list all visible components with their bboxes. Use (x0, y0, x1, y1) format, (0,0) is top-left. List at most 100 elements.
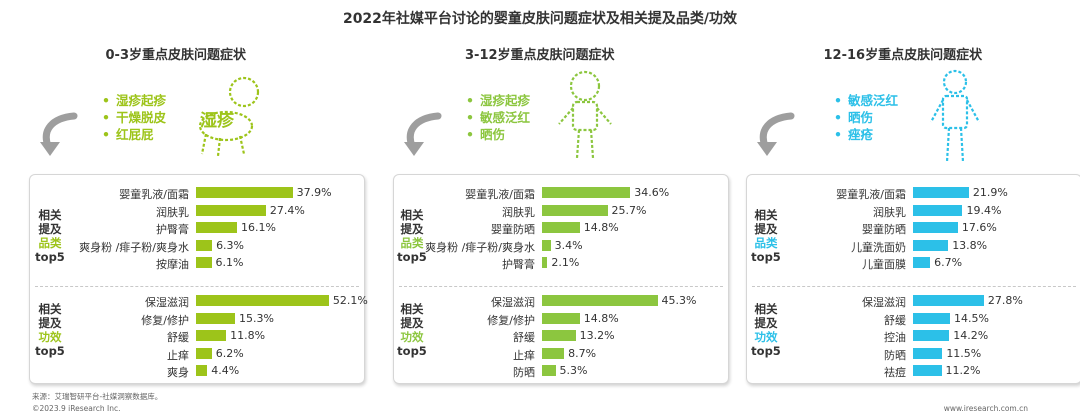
efficacy-category-label: 防晒 (513, 366, 535, 379)
product-bar (542, 222, 580, 233)
symptom-list: 湿疹起疹敏感泛红晒伤 (466, 92, 530, 143)
product-category-label: 护臀膏 (502, 258, 535, 271)
product-category-label: 润肤乳 (502, 205, 535, 219)
efficacy-side-label: 相关 提及 功效 top5 (32, 302, 68, 358)
efficacy-label-line: 功效 (754, 330, 778, 344)
product-value-label: 34.6% (634, 186, 670, 199)
product-category-label: 爽身粉 /痱子粉/爽身水 (79, 240, 189, 254)
efficacy-value-label: 11.5% (946, 346, 982, 360)
curved-arrow-icon (40, 112, 78, 156)
efficacy-category-label: 爽身 (167, 366, 189, 379)
product-value-label: 25.7% (611, 203, 647, 217)
efficacy-value-label: 8.7% (568, 346, 597, 360)
teen-figure-icon (930, 69, 980, 163)
efficacy-bar (196, 295, 329, 306)
efficacy-label-line: 相关 (38, 302, 62, 316)
section-divider (399, 286, 723, 287)
product-label-line: 相关 (754, 208, 778, 222)
product-label-line: top5 (397, 250, 427, 264)
symptom-item: 红屁屁 (102, 126, 166, 143)
efficacy-bar (196, 330, 227, 341)
copyright: ©2023.9 iResearch Inc. (32, 404, 121, 413)
kid-figure-icon (558, 70, 612, 159)
product-value-label: 13.8% (952, 238, 988, 252)
efficacy-side-label: 相关 提及 功效 top5 (748, 302, 784, 358)
efficacy-value-label: 14.2% (953, 329, 989, 342)
efficacy-category-label: 舒缓 (513, 331, 535, 344)
efficacy-value-label: 13.2% (579, 329, 615, 342)
product-category-label: 婴童乳液/面霜 (119, 188, 189, 201)
efficacy-label-line: top5 (397, 344, 427, 358)
section-title: 3-12岁重点皮肤问题症状 (465, 48, 615, 63)
product-value-label: 6.3% (216, 238, 245, 252)
section-title: 0-3岁重点皮肤问题症状 (105, 48, 247, 63)
efficacy-label-line: 相关 (400, 302, 424, 316)
product-bar (196, 239, 213, 251)
source-note: 来源：艾瑞智研平台-社媒洞察数据库。 (32, 392, 163, 401)
efficacy-bar (913, 295, 984, 306)
website: www.iresearch.com.cn (943, 404, 1028, 413)
efficacy-bar (542, 295, 658, 306)
symptom-item: 晒伤 (834, 109, 898, 126)
efficacy-value-label: 15.3% (239, 311, 274, 325)
product-category-label: 儿童洗面奶 (851, 240, 906, 254)
efficacy-category-label: 控油 (884, 331, 906, 344)
efficacy-label-line: 提及 (754, 316, 778, 330)
symptom-item: 湿疹起疹 (466, 92, 530, 109)
product-bar (196, 257, 212, 268)
product-label-line: 相关 (400, 208, 424, 222)
efficacy-bar (542, 347, 565, 359)
efficacy-label-line: 功效 (400, 330, 424, 344)
product-value-label: 2.1% (551, 256, 580, 269)
product-side-label: 相关 提及 品类 top5 (394, 208, 430, 264)
efficacy-category-label: 止痒 (167, 348, 189, 362)
efficacy-value-label: 4.4% (211, 364, 240, 377)
curved-arrow-icon (404, 112, 442, 156)
product-value-label: 17.6% (961, 221, 997, 234)
efficacy-value-label: 45.3% (661, 294, 697, 307)
efficacy-bar (913, 347, 943, 359)
section-divider (752, 286, 1076, 287)
product-label-line: 品类 (38, 236, 62, 250)
efficacy-value-label: 5.3% (559, 364, 588, 377)
baby-figure-icon: 湿疹 (198, 76, 260, 157)
product-bar (542, 257, 548, 268)
efficacy-bar (913, 312, 950, 324)
product-category-label: 婴童乳液/面霜 (465, 188, 535, 201)
symptom-item: 湿疹起疹 (102, 92, 166, 109)
product-value-label: 3.4% (554, 238, 583, 252)
product-category-label: 护臀膏 (156, 223, 189, 236)
section-divider (35, 286, 359, 287)
product-label-line: 品类 (400, 236, 424, 250)
product-side-label: 相关 提及 品类 top5 (748, 208, 784, 264)
product-bar (913, 187, 969, 198)
curved-arrow-icon (757, 112, 795, 156)
efficacy-category-label: 保湿滋润 (145, 296, 189, 309)
product-label-line: 品类 (754, 236, 778, 250)
efficacy-category-label: 修复/修护 (487, 313, 535, 327)
product-label-line: top5 (35, 250, 65, 264)
product-category-label: 婴童乳液/面霜 (836, 188, 906, 201)
efficacy-label-line: top5 (35, 344, 65, 358)
symptom-item: 痤疮 (834, 126, 898, 143)
product-category-label: 婴童防晒 (491, 223, 535, 236)
efficacy-label-line: 提及 (38, 316, 62, 330)
efficacy-category-label: 舒缓 (884, 313, 906, 327)
efficacy-value-label: 14.5% (953, 311, 989, 325)
symptom-list: 湿疹起疹干燥脱皮红屁屁 (102, 92, 166, 143)
product-category-label: 爽身粉 /痱子粉/爽身水 (425, 240, 535, 254)
efficacy-bar (542, 312, 580, 324)
product-bar (196, 187, 293, 198)
efficacy-bar (542, 330, 576, 341)
product-value-label: 27.4% (269, 203, 305, 217)
symptom-item: 敏感泛红 (466, 109, 530, 126)
efficacy-category-label: 保湿滋润 (491, 296, 535, 309)
efficacy-label-line: 相关 (754, 302, 778, 316)
efficacy-bar (196, 347, 212, 359)
product-label-line: 提及 (400, 222, 424, 236)
product-bar (542, 239, 551, 251)
page-title: 2022年社媒平台讨论的婴童皮肤问题症状及相关提及品类/功效 (342, 11, 738, 27)
efficacy-value-label: 27.8% (987, 294, 1023, 307)
product-value-label: 16.1% (241, 221, 276, 234)
efficacy-category-label: 修复/修护 (141, 313, 189, 327)
